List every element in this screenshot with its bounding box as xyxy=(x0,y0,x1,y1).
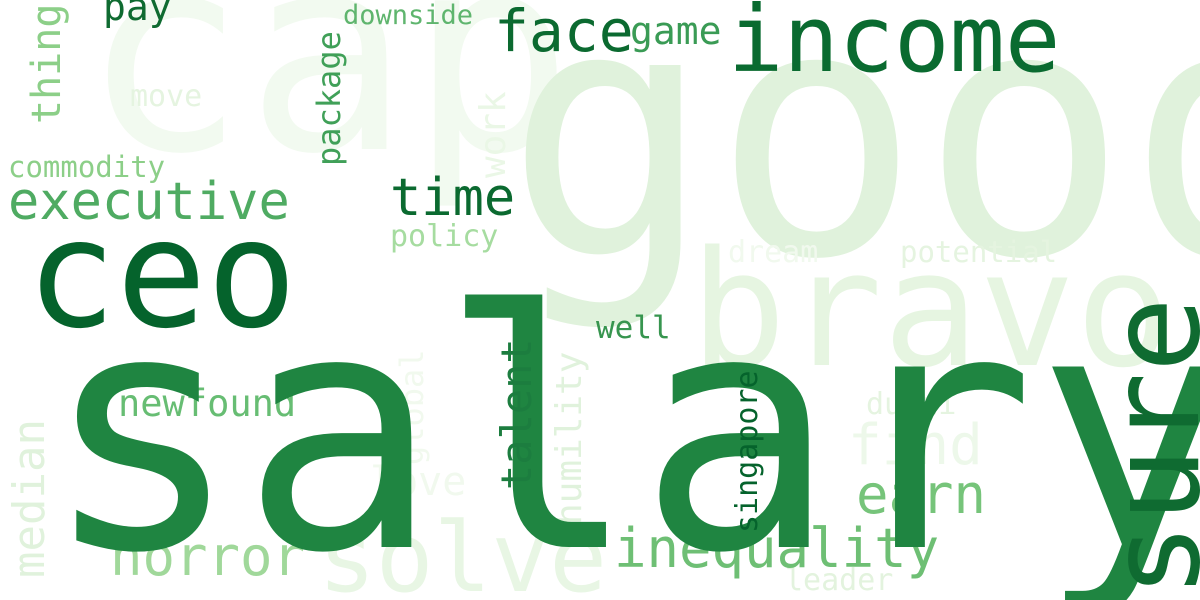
word-singapore: singapore xyxy=(730,370,765,533)
word-solve: solve xyxy=(318,502,607,600)
word-dream: dream xyxy=(728,235,819,270)
word-executive: executive xyxy=(8,172,290,232)
word-game: game xyxy=(630,9,722,53)
word-love: love xyxy=(370,459,467,505)
word-work: work xyxy=(473,91,514,178)
word-newfound: newfound xyxy=(118,382,297,425)
word-find: find xyxy=(848,413,983,478)
word-thing: thing xyxy=(24,3,70,124)
word-dubai: dubai xyxy=(866,387,957,422)
word-salary: salary xyxy=(42,241,1200,600)
word-commodity: commodity xyxy=(8,150,166,184)
word-move: move xyxy=(130,79,203,114)
word-income: income xyxy=(728,0,1061,93)
word-sure: sure xyxy=(1083,296,1200,598)
word-talent: talent xyxy=(492,338,541,490)
word-face: face xyxy=(494,0,634,65)
word-horror: horror xyxy=(110,525,306,588)
word-potential: potential xyxy=(900,235,1058,269)
word-earn: earn xyxy=(856,463,987,526)
word-leader: leader xyxy=(785,563,894,598)
word-time: time xyxy=(390,168,516,228)
word-inequality: inequality xyxy=(614,517,940,580)
word-cap: cap xyxy=(82,0,574,214)
word-good: good xyxy=(505,0,1200,335)
word-well: well xyxy=(596,310,671,346)
word-package: package xyxy=(310,31,348,166)
word-ceo: ceo xyxy=(26,188,297,362)
word-bravo: bravo xyxy=(690,216,1172,403)
word-pay: pay xyxy=(103,0,172,29)
word-downside: downside xyxy=(343,0,474,31)
word-policy: policy xyxy=(390,219,499,254)
